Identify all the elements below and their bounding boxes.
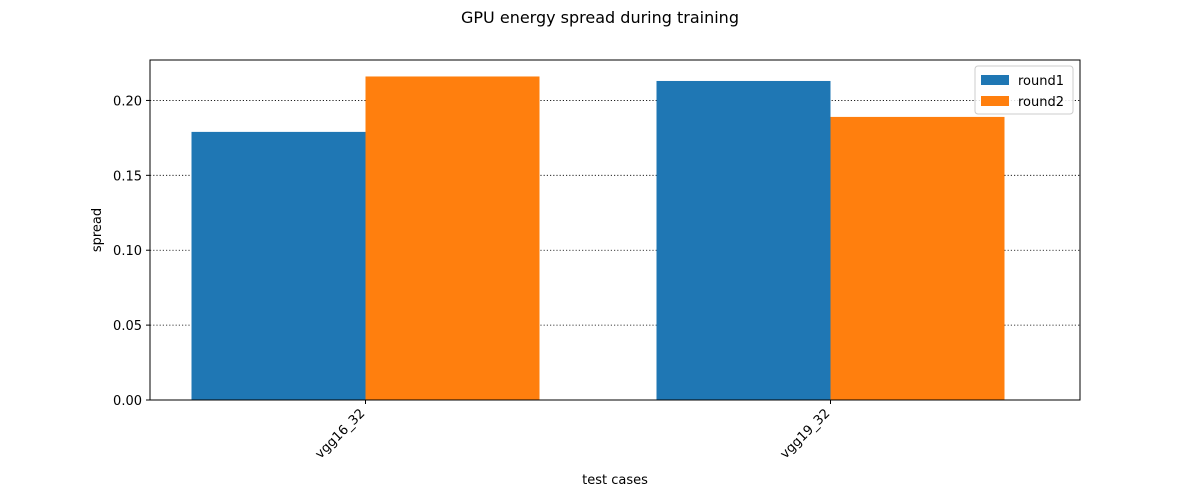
y-tick-label: 0.20 (113, 94, 142, 109)
bars-layer (191, 76, 1005, 401)
x-tick-label: vgg16_32 (313, 406, 369, 462)
y-axis-label: spread (90, 208, 105, 252)
bar-round2-vgg19_32 (830, 116, 1005, 401)
legend-swatch-round1 (981, 75, 1009, 85)
y-tick-label: 0.00 (113, 394, 142, 409)
bar-round1-vgg16_32 (191, 131, 366, 400)
legend: round1 round2 (974, 65, 1074, 115)
legend-label-round1: round1 (1018, 74, 1064, 89)
y-tick-label: 0.10 (113, 244, 142, 259)
legend-swatch-round2 (981, 96, 1009, 106)
x-axis-label: test cases (582, 473, 648, 488)
legend-label-round2: round2 (1018, 95, 1064, 110)
plot-frame (149, 59, 1081, 401)
chart-title: GPU energy spread during training (461, 8, 739, 27)
y-tick-label: 0.15 (113, 169, 142, 184)
y-tick-label: 0.05 (113, 319, 142, 334)
y-axis: 0.00 0.05 0.10 0.15 0.20 (113, 94, 150, 409)
x-axis: vgg16_32 vgg19_32 (313, 400, 834, 462)
bar-round1-vgg19_32 (656, 80, 831, 400)
bar-round2-vgg16_32 (365, 76, 540, 400)
x-tick-label: vgg19_32 (778, 406, 834, 462)
